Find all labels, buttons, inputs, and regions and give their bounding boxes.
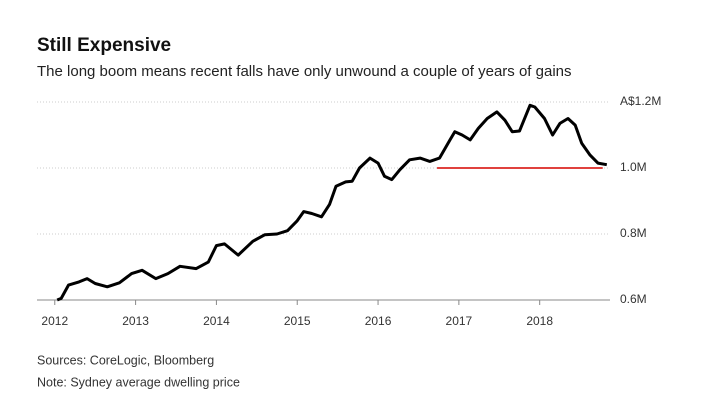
y-tick-label: 0.6M — [620, 292, 647, 306]
x-tick-label: 2016 — [365, 314, 392, 328]
y-tick-label: 0.8M — [620, 226, 647, 240]
x-tick-label: 2012 — [41, 314, 68, 328]
x-tick-label: 2018 — [526, 314, 553, 328]
chart-title: Still Expensive — [37, 35, 171, 56]
y-tick-label: 1.0M — [620, 160, 647, 174]
x-tick-label: 2014 — [203, 314, 230, 328]
y-tick-label: A$1.2M — [620, 94, 661, 108]
sources: Sources: CoreLogic, Bloomberg — [37, 353, 214, 367]
x-tick-label: 2015 — [284, 314, 311, 328]
x-tick-label: 2017 — [446, 314, 473, 328]
line-series — [56, 103, 608, 302]
note: Note: Sydney average dwelling price — [37, 375, 240, 389]
x-tick-label: 2013 — [122, 314, 149, 328]
chart-subtitle: The long boom means recent falls have on… — [37, 63, 572, 80]
